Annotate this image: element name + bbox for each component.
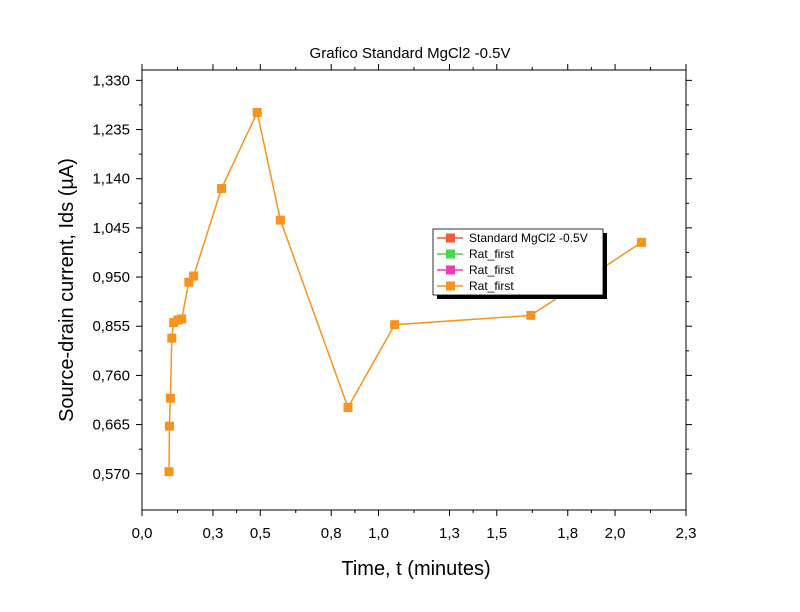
legend-box <box>432 228 604 296</box>
x-tick-label: 1,0 <box>368 525 389 542</box>
legend-label: Rat_first <box>469 263 514 277</box>
legend-label: Standard MgCl2 -0.5V <box>469 231 588 245</box>
data-point <box>343 403 353 413</box>
legend-label: Rat_first <box>469 279 514 293</box>
legend-marker <box>446 249 455 259</box>
x-tick-label: 1,3 <box>439 525 460 542</box>
series-layer <box>164 107 647 477</box>
chart-title: Grafico Standard MgCl2 -0.5V <box>310 45 511 62</box>
data-point <box>164 421 174 431</box>
x-tick-label: 2,3 <box>676 525 697 542</box>
y-tick-label: 0,760 <box>92 367 130 384</box>
x-axis: 0,0 0,3 0,5 0,8 1,0 1,3 1,5 1,8 2,0 2,3 <box>132 64 697 542</box>
legend-marker <box>446 281 455 291</box>
data-point <box>164 467 174 477</box>
y-axis-title: Source-drain current, Ids (µA) <box>56 158 78 422</box>
data-point <box>637 237 647 247</box>
legend-label: Rat_first <box>469 247 514 261</box>
legend: Standard MgCl2 -0.5V Rat_first Rat_first Ra… <box>432 228 607 299</box>
x-tick-label: 0,0 <box>132 525 153 542</box>
x-tick-label: 1,5 <box>486 525 507 542</box>
data-point <box>177 314 187 324</box>
data-point <box>184 277 194 287</box>
data-point <box>189 271 199 281</box>
data-point <box>526 310 536 320</box>
y-tick-label: 0,950 <box>92 269 130 286</box>
x-axis-title: Time, t (minutes) <box>341 558 490 580</box>
x-tick-label: 0,8 <box>321 525 342 542</box>
x-tick-label: 0,3 <box>203 525 224 542</box>
data-point <box>216 184 226 194</box>
y-tick-label: 0,855 <box>92 318 130 335</box>
y-tick-label: 1,045 <box>92 220 130 237</box>
y-tick-label: 0,665 <box>92 417 130 434</box>
data-point <box>252 107 262 117</box>
data-point <box>275 215 285 225</box>
y-tick-label: 0,570 <box>92 466 130 483</box>
y-tick-label: 1,140 <box>92 171 130 188</box>
data-point <box>165 393 175 403</box>
y-tick-label: 1,235 <box>92 122 130 139</box>
legend-marker <box>446 233 455 243</box>
data-point <box>390 320 400 330</box>
x-tick-label: 2,0 <box>605 525 626 542</box>
x-tick-label: 0,5 <box>250 525 271 542</box>
legend-marker <box>446 265 455 275</box>
x-tick-label: 1,8 <box>557 525 578 542</box>
data-point <box>167 333 177 343</box>
y-tick-label: 1,330 <box>92 72 130 89</box>
y-axis: 0,570 0,665 0,760 0,855 0,950 1,045 1,140 1,235… <box>92 72 692 483</box>
